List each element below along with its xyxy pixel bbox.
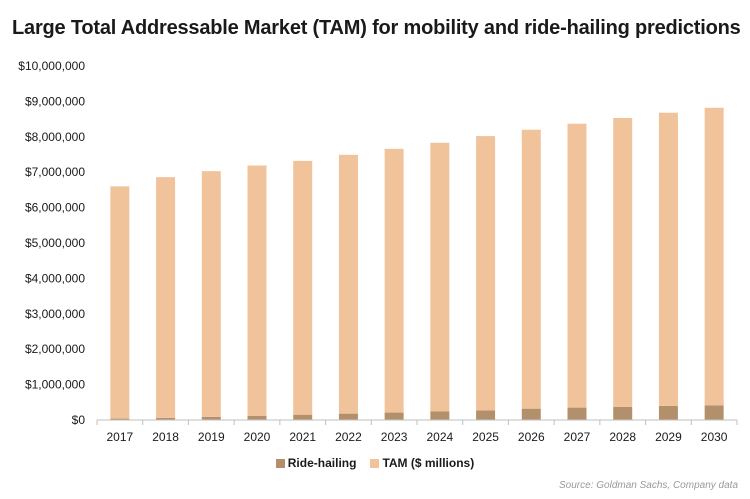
y-tick-label: $5,000,000	[25, 236, 85, 250]
x-tick-label: 2017	[107, 430, 134, 444]
y-tick-label: $6,000,000	[25, 201, 85, 215]
bar-tam	[338, 154, 358, 414]
legend-swatch-tam	[370, 458, 380, 468]
x-tick-label: 2026	[518, 430, 545, 444]
bar-ride-hailing	[567, 407, 587, 420]
y-tick-label: $3,000,000	[25, 307, 85, 321]
y-tick-label: $4,000,000	[25, 271, 85, 285]
bar-tam	[156, 177, 176, 418]
x-tick-label: 2020	[244, 430, 271, 444]
bar-tam	[521, 129, 541, 409]
x-tick-label: 2019	[198, 430, 225, 444]
bar-ride-hailing	[201, 416, 221, 420]
legend-swatch-ride-hailing	[275, 458, 285, 468]
legend-item-tam: TAM ($ millions)	[370, 456, 474, 470]
bar-tam	[247, 165, 267, 416]
y-tick-label: $10,000,000	[18, 59, 85, 73]
bar-tam	[430, 142, 450, 412]
source-note: Source: Goldman Sachs, Company data	[559, 480, 738, 491]
bar-ride-hailing	[476, 410, 496, 420]
legend-item-ride-hailing: Ride-hailing	[275, 456, 357, 470]
y-tick-label: $7,000,000	[25, 165, 85, 179]
bar-ride-hailing	[156, 417, 176, 420]
y-tick-label: $9,000,000	[25, 94, 85, 108]
bar-tam	[613, 118, 633, 407]
bar-tam	[704, 107, 724, 406]
legend: Ride-hailing TAM ($ millions)	[0, 456, 750, 470]
bars	[110, 107, 724, 420]
x-tick-label: 2030	[701, 430, 728, 444]
x-tick-label: 2024	[427, 430, 454, 444]
bar-tam	[384, 148, 404, 413]
bar-ride-hailing	[704, 405, 724, 420]
x-axis-ticks: 2017 2018 2019 2020 2021 2022 2023 2024 2025 2026…	[96, 420, 738, 444]
bar-tam	[658, 112, 678, 406]
x-tick-label: 2029	[655, 430, 682, 444]
bar-ride-hailing	[293, 414, 313, 420]
bar-tam	[567, 123, 587, 408]
x-tick-label: 2023	[381, 430, 408, 444]
legend-label-ride-hailing: Ride-hailing	[287, 456, 357, 470]
bar-tam	[110, 186, 130, 419]
x-tick-label: 2027	[564, 430, 591, 444]
bar-ride-hailing	[110, 418, 130, 420]
bar-ride-hailing	[338, 413, 358, 420]
y-axis-ticks: $0 $1,000,000 $2,000,000 $3,000,000 $4,000,0…	[18, 59, 85, 427]
x-tick-label: 2028	[609, 430, 636, 444]
x-tick-label: 2021	[289, 430, 316, 444]
bar-ride-hailing	[521, 408, 541, 420]
bar-tam	[476, 136, 496, 411]
x-tick-label: 2025	[472, 430, 499, 444]
y-tick-label: $2,000,000	[25, 342, 85, 356]
y-tick-label: $0	[72, 413, 86, 427]
x-tick-label: 2022	[335, 430, 362, 444]
chart-title: Large Total Addressable Market (TAM) for…	[12, 17, 741, 39]
bar-ride-hailing	[247, 415, 267, 420]
bar-tam	[201, 171, 221, 417]
bar-ride-hailing	[658, 405, 678, 420]
bar-ride-hailing	[613, 406, 633, 420]
bar-tam	[293, 160, 313, 415]
legend-label-tam: TAM ($ millions)	[382, 456, 475, 470]
y-tick-label: $1,000,000	[25, 378, 85, 392]
bar-ride-hailing	[430, 411, 450, 420]
bar-ride-hailing	[384, 412, 404, 420]
y-tick-label: $8,000,000	[25, 130, 85, 144]
x-tick-label: 2018	[152, 430, 179, 444]
